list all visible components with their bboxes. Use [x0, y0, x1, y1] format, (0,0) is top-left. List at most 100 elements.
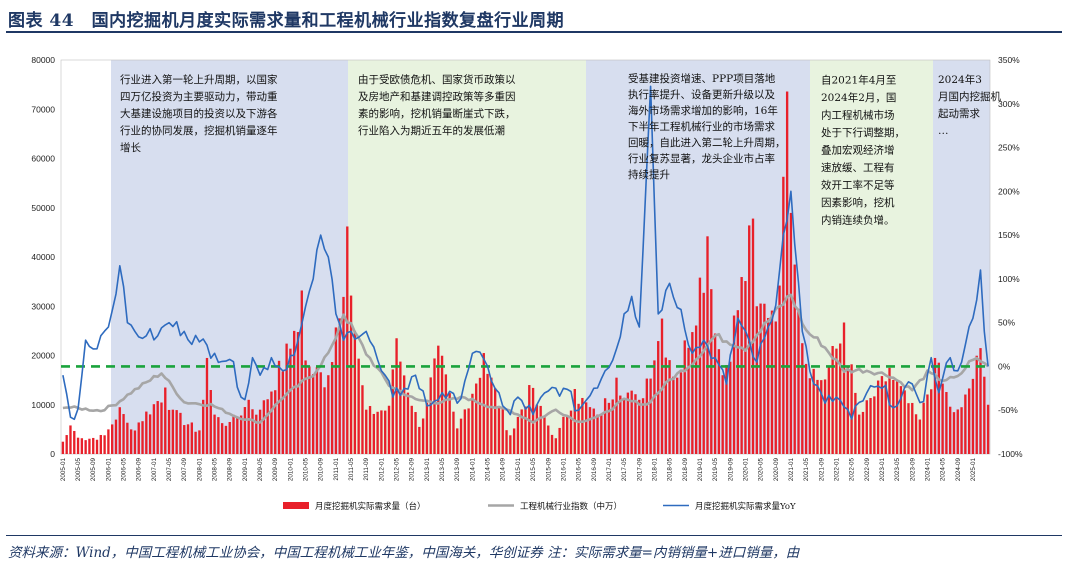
demand-bar [410, 405, 413, 454]
demand-bar [99, 434, 102, 454]
right-axis-tick: -50% [998, 405, 1018, 415]
demand-bar [167, 409, 171, 454]
annotation-text: 下半年工程机械行业的市场需求 [628, 120, 775, 133]
demand-bar [588, 407, 592, 454]
annotation-text: 速放缓、工程有 [821, 161, 895, 174]
x-axis-tick: 2005-09 [90, 457, 97, 481]
demand-bar [967, 388, 971, 454]
demand-bar [323, 387, 326, 454]
x-axis-tick: 2016-09 [591, 458, 598, 482]
x-axis-tick: 2006-05 [121, 458, 128, 482]
x-axis-tick: 2007-09 [181, 457, 188, 481]
demand-bar [353, 330, 357, 455]
annotation-text: 自2021年4月至 [821, 74, 896, 87]
demand-bar [827, 366, 831, 454]
right-axis-tick: 150% [998, 230, 1020, 240]
demand-bar [179, 412, 182, 454]
x-axis-tick: 2009-01 [242, 457, 249, 481]
demand-bar [365, 409, 368, 454]
left-axis-tick: 20000 [31, 351, 55, 361]
demand-bar [971, 378, 975, 454]
annotation-text: 行业的协同发展，挖掘机销量逐年 [120, 124, 278, 137]
demand-bar [293, 330, 296, 455]
x-axis-tick: 2021-09 [818, 458, 825, 482]
demand-bar [945, 392, 948, 454]
demand-bar [232, 414, 235, 454]
demand-bar [505, 430, 508, 454]
annotation-text: 2024年2月，国 [821, 91, 896, 104]
x-axis-tick: 2013-09 [454, 457, 461, 481]
demand-bar [296, 332, 300, 454]
demand-bar [558, 427, 561, 454]
demand-bar [903, 390, 906, 454]
demand-bar [315, 367, 319, 454]
demand-bar [463, 409, 467, 454]
demand-bar [69, 425, 72, 454]
demand-bar [183, 425, 186, 454]
annotation-text: 叠加宏观经济增 [821, 144, 895, 157]
annotation-text: 受基建投资增速、PPP项目落地 [628, 72, 776, 85]
demand-bar [861, 411, 865, 454]
demand-bar [577, 403, 580, 454]
demand-bar [839, 343, 842, 454]
demand-bar [319, 372, 322, 454]
demand-bar [865, 400, 868, 454]
annotation-text: 执行率提升、设备更新升级以及 [628, 88, 775, 101]
demand-bar [986, 404, 990, 454]
demand-bar [448, 393, 451, 454]
annotation-text: 行业复苏显著，龙头企业市占率 [628, 152, 775, 165]
x-axis-tick: 2020-05 [758, 458, 765, 482]
demand-bar [672, 376, 675, 454]
demand-bar [687, 347, 690, 454]
demand-bar [247, 399, 250, 454]
demand-bar [258, 409, 262, 454]
demand-bar [88, 438, 91, 454]
x-axis-tick: 2017-05 [621, 458, 628, 482]
demand-bar [152, 404, 156, 454]
period-band [61, 60, 111, 454]
demand-bar [95, 439, 99, 454]
annotation-text: 内销连续负增。 [821, 214, 895, 227]
demand-bar [300, 290, 303, 454]
x-axis-tick: 2009-05 [257, 458, 264, 482]
demand-bar [535, 404, 539, 454]
demand-bar [84, 440, 87, 454]
x-axis-tick: 2016-05 [576, 458, 583, 482]
demand-bar [387, 405, 391, 454]
demand-bar [304, 360, 307, 454]
annotation-text: 因素影响，挖机 [821, 196, 895, 209]
footer-rule [6, 535, 1062, 536]
period-band [348, 60, 586, 454]
demand-bar [600, 414, 603, 454]
demand-bar [858, 414, 861, 454]
annotation-text: 内工程机械市场 [821, 109, 895, 122]
annotation-text: 素的影响，挖机销量断崖式下跌， [358, 107, 516, 120]
demand-bar [767, 317, 770, 454]
x-axis-tick: 2017-01 [606, 457, 613, 481]
left-axis-tick: 80000 [31, 55, 55, 65]
demand-bar [361, 385, 364, 454]
demand-bar [960, 407, 963, 454]
demand-bar [653, 360, 656, 454]
x-axis-tick: 2015-09 [545, 458, 552, 482]
left-axis-tick: 40000 [31, 252, 55, 262]
right-axis-tick: 300% [998, 99, 1020, 109]
x-axis-tick: 2020-09 [773, 458, 780, 482]
right-axis-tick: 0% [998, 361, 1011, 371]
x-axis-tick: 2010-01 [287, 457, 294, 481]
demand-bar [380, 410, 383, 454]
demand-bar [975, 355, 978, 454]
demand-bar [607, 402, 611, 454]
demand-bar [710, 289, 713, 454]
demand-bar [694, 325, 698, 454]
demand-bar [869, 398, 872, 454]
x-axis-tick: 2025-01 [970, 457, 977, 481]
legend-swatch [283, 502, 309, 509]
legend-label: 月度挖掘机实际需求量YoY [695, 501, 796, 512]
right-axis-tick: 350% [998, 55, 1020, 65]
demand-bar [368, 406, 372, 454]
annotation-text: 及房地产和基建调控政策等多重因 [358, 90, 516, 103]
demand-bar [835, 348, 838, 454]
x-axis-tick: 2011-01 [333, 458, 340, 481]
demand-bar [922, 402, 925, 454]
